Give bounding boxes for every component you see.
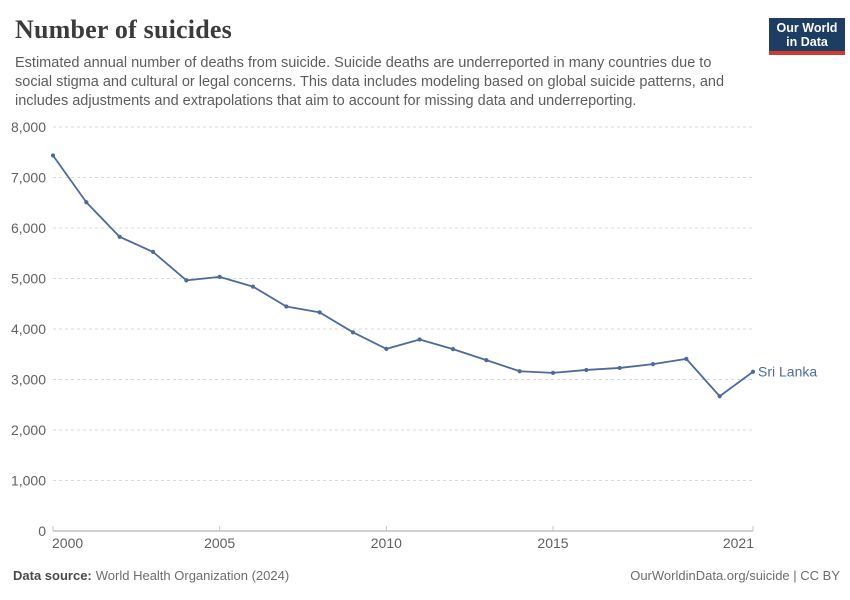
owid-logo-line1: Our World — [776, 21, 838, 35]
x-tick-label: 2000 — [52, 535, 83, 551]
data-point[interactable] — [617, 365, 622, 371]
data-source-value: World Health Organization (2024) — [95, 568, 290, 583]
data-point[interactable] — [750, 369, 756, 374]
y-tick-label: 3,000 — [11, 372, 46, 388]
series-end-label: Sri Lanka — [758, 363, 817, 379]
title-block: Number of suicides Estimated annual numb… — [15, 14, 760, 111]
y-tick-label: 2,000 — [11, 422, 46, 438]
y-tick-label: 1,000 — [11, 473, 46, 489]
y-tick-label: 4,000 — [11, 321, 46, 337]
x-tick-label: 2005 — [204, 535, 235, 551]
data-point[interactable] — [550, 370, 556, 375]
data-point[interactable] — [484, 358, 489, 363]
data-point[interactable] — [584, 367, 589, 373]
data-point[interactable] — [350, 330, 356, 335]
data-point[interactable] — [50, 153, 56, 158]
chart-subtitle: Estimated annual number of deaths from s… — [15, 55, 725, 109]
data-point[interactable] — [284, 304, 289, 309]
credit-link[interactable]: OurWorldinData.org/suicide | CC BY — [630, 568, 840, 583]
chart-footer: Data source: World Health Organization (2… — [13, 568, 840, 583]
x-tick-label: 2015 — [537, 535, 568, 551]
data-point[interactable] — [684, 356, 689, 361]
data-point[interactable] — [84, 200, 89, 205]
owid-logo-red-bar — [769, 51, 845, 55]
y-tick-label: 6,000 — [11, 220, 46, 236]
data-point[interactable] — [384, 346, 389, 351]
data-point[interactable] — [317, 310, 322, 315]
y-tick-label: 8,000 — [11, 119, 46, 135]
data-point[interactable] — [150, 249, 156, 254]
data-point[interactable] — [450, 347, 456, 352]
y-tick-label: 0 — [38, 523, 46, 539]
data-point[interactable] — [217, 274, 222, 279]
y-tick-label: 5,000 — [11, 271, 46, 287]
owid-logo-line2: in Data — [786, 35, 828, 49]
data-source: Data source: World Health Organization (2… — [13, 568, 289, 583]
data-point[interactable] — [184, 278, 189, 283]
data-point[interactable] — [650, 362, 656, 367]
page-title: Number of suicides — [15, 15, 232, 44]
x-tick-label: 2010 — [371, 535, 402, 551]
series-line-sri-lanka[interactable] — [52, 154, 754, 398]
chart-header: Number of suicides Estimated annual numb… — [0, 0, 850, 111]
data-point[interactable] — [517, 369, 522, 374]
data-source-label: Data source: — [13, 568, 92, 583]
owid-logo-text: Our World in Data — [769, 18, 845, 51]
x-tick-label: 2021 — [723, 535, 754, 551]
owid-logo[interactable]: Our World in Data — [769, 18, 845, 55]
y-tick-label: 7,000 — [11, 170, 46, 186]
data-point[interactable] — [417, 337, 422, 342]
data-point[interactable] — [250, 284, 256, 289]
data-point[interactable] — [717, 394, 722, 399]
data-point[interactable] — [117, 234, 122, 239]
